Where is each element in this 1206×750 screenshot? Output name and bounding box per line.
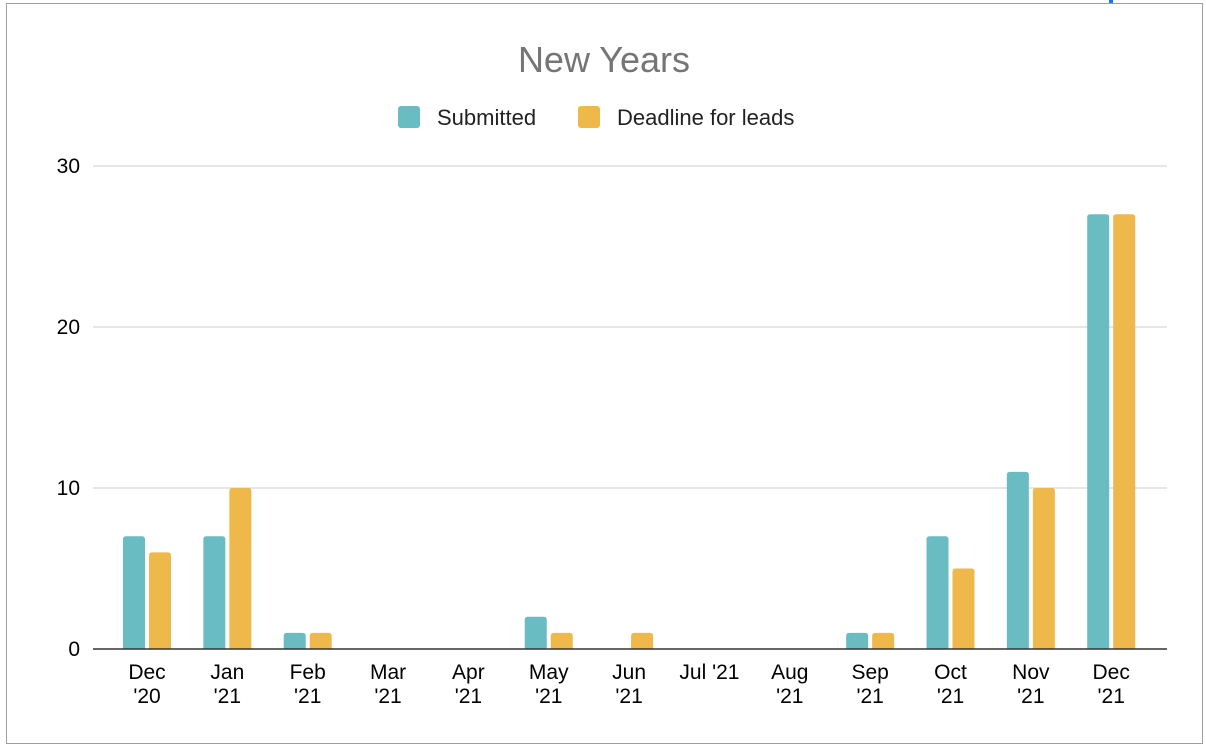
x-tick-label: Dec '20 <box>128 661 165 708</box>
x-tick-label: Nov '21 <box>1012 661 1050 708</box>
bar-deadline[interactable] <box>1032 488 1055 649</box>
bar-submitted[interactable] <box>123 536 145 649</box>
y-tick-label: 20 <box>57 316 80 339</box>
x-tick-label: Jun '21 <box>612 661 646 708</box>
bar-submitted[interactable] <box>846 632 869 649</box>
bar-deadline[interactable] <box>952 568 975 650</box>
x-tick-label: Sep '21 <box>851 661 888 708</box>
x-tick-label: Oct '21 <box>934 661 967 708</box>
bar-submitted[interactable] <box>1006 471 1029 649</box>
bars <box>123 214 1136 650</box>
bar-deadline[interactable] <box>309 632 332 649</box>
bar-deadline[interactable] <box>229 488 252 649</box>
x-tick-label: Mar '21 <box>370 661 406 708</box>
y-tick-label: 10 <box>57 477 80 500</box>
x-tick-label: Jan '21 <box>210 661 244 708</box>
bar-submitted[interactable] <box>283 632 306 649</box>
x-tick-label: May '21 <box>529 661 569 708</box>
bar-submitted[interactable] <box>203 536 226 649</box>
bar-submitted[interactable] <box>524 616 547 649</box>
x-tick-label: Aug '21 <box>771 661 808 708</box>
bar-deadline[interactable] <box>149 552 171 649</box>
bar-deadline[interactable] <box>631 632 654 649</box>
y-axis-tick-labels: 0 10 20 30 <box>57 155 80 661</box>
x-tick-label: Dec '21 <box>1093 661 1130 708</box>
selection-indicator <box>1109 0 1113 3</box>
bar-deadline[interactable] <box>1113 214 1136 650</box>
legend-label-deadline: Deadline for leads <box>617 105 794 130</box>
y-tick-label: 30 <box>57 155 80 178</box>
y-tick-label: 0 <box>68 638 80 661</box>
x-axis-tick-labels: Dec '20 Jan '21 Feb '21 Mar '21 Apr '21 May '21 Jun '… <box>128 661 1130 708</box>
bar-deadline[interactable] <box>872 632 895 649</box>
chart-title: New Years <box>518 39 690 80</box>
gridlines <box>93 165 1167 489</box>
legend: Submitted Deadline for leads <box>398 105 794 130</box>
x-tick-label: Apr '21 <box>452 661 485 708</box>
x-tick-label: Feb '21 <box>290 661 326 708</box>
x-tick-label: Jul '21 <box>679 661 739 684</box>
legend-label-submitted: Submitted <box>437 105 536 130</box>
legend-swatch-submitted <box>398 106 420 128</box>
bar-submitted[interactable] <box>1087 214 1110 650</box>
legend-swatch-deadline <box>578 106 600 128</box>
bar-deadline[interactable] <box>550 632 573 649</box>
bar-submitted[interactable] <box>926 536 949 649</box>
